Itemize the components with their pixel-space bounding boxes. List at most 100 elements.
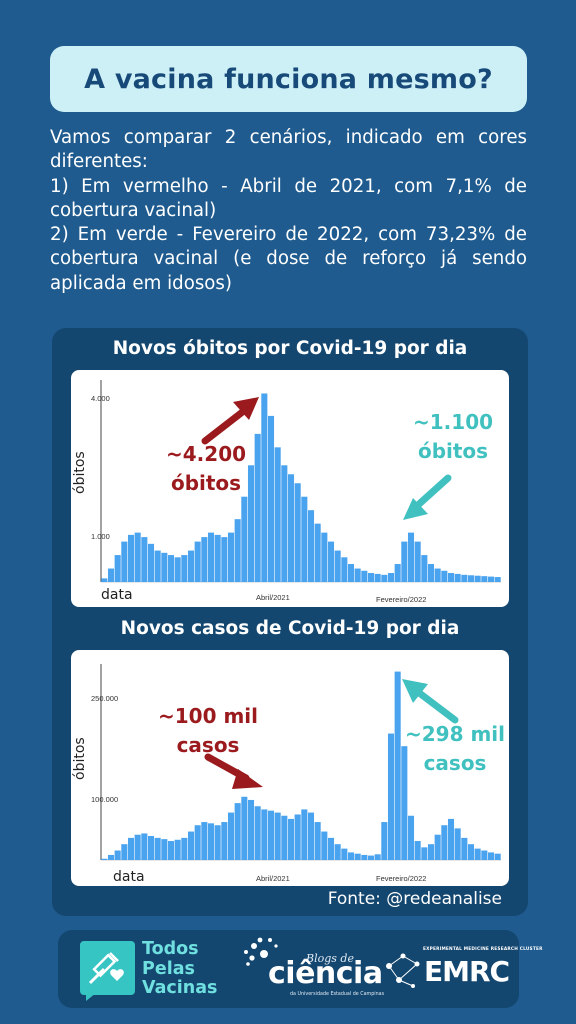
deaths-bar <box>441 570 448 582</box>
deaths-bar <box>207 532 215 582</box>
cases-annot-teal-value: ~298 mil <box>405 722 506 746</box>
deaths-ytick-low: 1.000 <box>91 532 110 541</box>
deaths-bar <box>387 573 395 582</box>
deaths-bar <box>294 483 301 582</box>
cases-bar <box>387 733 395 860</box>
cases-bar <box>494 853 501 860</box>
network-icon <box>386 953 420 988</box>
cases-bar <box>307 812 315 860</box>
cases-bar <box>327 837 335 860</box>
cases-xmark-april: Abril/2021 <box>256 874 290 883</box>
intro-text: Vamos comparar 2 cenários, indicado em c… <box>50 126 527 296</box>
deaths-bar <box>394 564 401 582</box>
deaths-bar <box>494 577 501 582</box>
cases-xlabel: data <box>113 869 145 885</box>
deaths-bar <box>314 523 321 582</box>
deaths-bar <box>254 433 261 582</box>
cases-bar <box>447 818 455 860</box>
deaths-bar <box>447 573 455 582</box>
cases-bar <box>181 837 188 860</box>
cases-bar <box>201 822 208 860</box>
deaths-bar <box>261 393 268 582</box>
deaths-annot-teal: ~1.100 óbitos <box>413 408 493 466</box>
deaths-bar <box>481 576 488 582</box>
cases-bar <box>267 810 275 860</box>
deaths-bar <box>127 534 135 582</box>
deaths-xmark-april: Abril/2021 <box>256 593 290 602</box>
cases-bar <box>454 828 461 860</box>
emrc-logo: EXPERIMENTAL MEDICINE RESEARCH CLUSTER E… <box>383 938 542 998</box>
cases-bar <box>241 796 248 860</box>
tpv-line-1: Todos <box>142 939 199 959</box>
tpv-line-3: Vacinas <box>142 978 218 998</box>
deaths-bar <box>334 550 341 582</box>
deaths-bar <box>187 550 195 582</box>
deaths-bar <box>274 447 281 582</box>
cases-bar <box>374 854 381 860</box>
cases-bar <box>461 837 468 860</box>
cases-chart-svg <box>100 664 501 861</box>
deaths-bar <box>221 537 228 582</box>
ciencia-burst-icon <box>244 937 278 966</box>
cases-bar <box>167 841 175 860</box>
cases-bar <box>247 799 255 860</box>
emrc-tagline: EXPERIMENTAL MEDICINE RESEARCH CLUSTER <box>423 947 543 952</box>
deaths-bar <box>107 568 115 582</box>
deaths-bar <box>227 532 235 582</box>
cases-bar <box>214 825 221 860</box>
deaths-annot-red-value: ~4.200 <box>166 442 247 466</box>
ciencia-label: ciência <box>268 956 383 991</box>
deaths-bar <box>121 541 128 582</box>
deaths-bar <box>267 415 275 582</box>
deaths-bar <box>454 573 461 582</box>
deaths-bar <box>374 573 381 582</box>
cases-bar <box>474 848 481 860</box>
tpv-text: Todos Pelas Vacinas <box>142 939 218 999</box>
deaths-bar <box>141 537 148 582</box>
cases-bar <box>421 847 428 860</box>
deaths-annot-red: ~4.200 óbitos <box>166 440 246 498</box>
intro-paragraph-1: Vamos comparar 2 cenários, indicado em c… <box>50 127 527 173</box>
cases-bar <box>367 855 375 860</box>
deaths-bar <box>321 532 328 582</box>
deaths-bar <box>167 555 175 582</box>
deaths-xlabel: data <box>101 587 133 603</box>
cases-bar <box>354 853 361 860</box>
deaths-bar <box>281 465 288 582</box>
syringe-heart-icon <box>88 952 124 985</box>
cases-bar <box>401 746 408 860</box>
cases-bar <box>301 809 308 860</box>
blogs-de-ciencia-logo: Blogs de ciência da Universidade Estadua… <box>240 932 384 1002</box>
cases-bar <box>341 848 348 860</box>
cases-bar <box>321 831 328 860</box>
cases-ytick-top: 250.000 <box>91 694 119 703</box>
deaths-bar <box>361 570 368 582</box>
cases-bar <box>101 858 108 860</box>
intro-paragraph-3: 2) Em verde - Fevereiro de 2022, com 73,… <box>50 224 527 294</box>
cases-annot-red-value: ~100 mil <box>158 704 259 728</box>
deaths-bar <box>327 541 335 582</box>
cases-chart: 250.000 100.000 óbitos data Abril/2021 F… <box>71 650 509 886</box>
cases-bar <box>187 831 195 860</box>
deaths-bar <box>414 541 421 582</box>
deaths-annot-teal-value: ~1.100 <box>413 410 494 434</box>
cases-bar <box>334 844 341 860</box>
emrc-label: EMRC <box>424 955 510 988</box>
deaths-annot-teal-unit: óbitos <box>417 439 489 463</box>
deaths-ylabel: óbitos <box>72 451 88 494</box>
ciencia-sub-label: da Universidade Estadual de Campinas <box>290 992 385 997</box>
cases-annot-red-unit: casos <box>176 733 240 757</box>
deaths-chart-title: Novos óbitos por Covid-19 por dia <box>112 338 468 359</box>
deaths-bar <box>214 534 221 582</box>
cases-bar <box>294 814 301 860</box>
cases-bar <box>281 815 288 860</box>
cases-bar <box>381 822 388 860</box>
deaths-bar <box>134 532 141 582</box>
deaths-bar <box>401 541 408 582</box>
deaths-bar <box>114 555 121 582</box>
cases-bar <box>107 854 115 860</box>
cases-annot-teal-unit: casos <box>423 751 487 775</box>
deaths-chart: 4.000 1.000 óbitos data Abril/2021 Fever… <box>71 370 509 607</box>
cases-annot-teal: ~298 mil casos <box>405 720 505 778</box>
cases-bar <box>394 671 401 860</box>
